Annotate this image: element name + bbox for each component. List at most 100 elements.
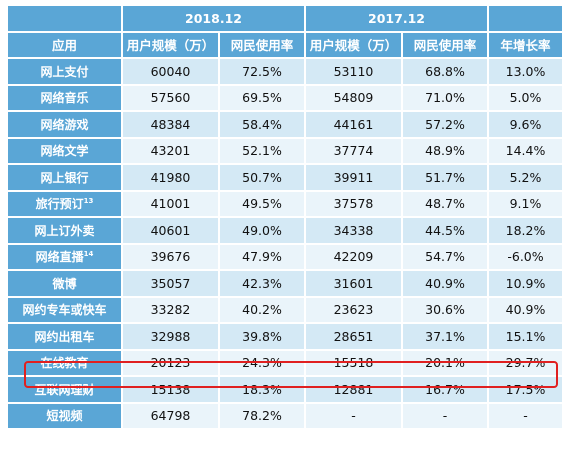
table-row: 互联网理财 15138 18.3% 12881 16.7% 17.5%	[8, 377, 562, 402]
users-2018-cell: 20123	[123, 350, 218, 375]
rate-2017-cell: 71.0%	[403, 85, 487, 110]
growth-cell: -6.0%	[489, 244, 562, 269]
app-name: 网络游戏	[40, 117, 89, 132]
users-2017-cell: 37578	[306, 191, 401, 216]
rate-2018-cell: 58.4%	[220, 112, 304, 137]
rate-2018-cell: 50.7%	[220, 165, 304, 190]
users-2018-cell: 15138	[123, 377, 218, 402]
growth-cell: 18.2%	[489, 218, 562, 243]
users-2017-cell: 42209	[306, 244, 401, 269]
table-row: 微博 35057 42.3% 31601 40.9% 10.9%	[8, 271, 562, 296]
rate-2017-cell: 57.2%	[403, 112, 487, 137]
rate-2018-cell: 49.5%	[220, 191, 304, 216]
growth-cell: 5.0%	[489, 85, 562, 110]
table-row: 网上支付 60040 72.5% 53110 68.8% 13.0%	[8, 59, 562, 84]
users-2018-cell: 57560	[123, 85, 218, 110]
app-name-cell: 旅行预订13	[8, 191, 121, 216]
rate-2018-cell: 24.3%	[220, 350, 304, 375]
users-2018-cell: 33282	[123, 297, 218, 322]
footnote-marker: 14	[83, 250, 94, 259]
header-period-2018: 2018.12	[123, 6, 304, 31]
app-name: 网约专车或快车	[22, 303, 107, 318]
users-2018-cell: 64798	[123, 403, 218, 428]
rate-2017-cell: 48.9%	[403, 138, 487, 163]
growth-cell: 9.6%	[489, 112, 562, 137]
header-row-periods: 2018.12 2017.12	[8, 6, 562, 31]
rate-2017-cell: 51.7%	[403, 165, 487, 190]
app-name-cell: 网约出租车	[8, 324, 121, 349]
rate-2017-cell: -	[403, 403, 487, 428]
header-rate-2017: 网民使用率	[403, 32, 487, 57]
rate-2018-cell: 69.5%	[220, 85, 304, 110]
rate-2017-cell: 37.1%	[403, 324, 487, 349]
table-row: 网上银行 41980 50.7% 39911 51.7% 5.2%	[8, 165, 562, 190]
app-name-cell: 在线教育	[8, 350, 121, 375]
users-2018-cell: 48384	[123, 112, 218, 137]
app-name-cell: 网上银行	[8, 165, 121, 190]
header-users-2017: 用户规模（万）	[306, 32, 401, 57]
growth-cell: 9.1%	[489, 191, 562, 216]
rate-2017-cell: 68.8%	[403, 59, 487, 84]
rate-2018-cell: 49.0%	[220, 218, 304, 243]
app-name: 网络音乐	[40, 91, 89, 106]
table-row: 网约专车或快车 33282 40.2% 23623 30.6% 40.9%	[8, 297, 562, 322]
footnote-marker: 13	[83, 197, 94, 206]
app-name-cell: 网上订外卖	[8, 218, 121, 243]
users-2017-cell: 31601	[306, 271, 401, 296]
app-name: 网上银行	[40, 170, 89, 185]
users-2017-cell: -	[306, 403, 401, 428]
growth-cell: 17.5%	[489, 377, 562, 402]
header-row-columns: 应用 用户规模（万） 网民使用率 用户规模（万） 网民使用率 年增长率	[8, 32, 562, 57]
growth-cell: -	[489, 403, 562, 428]
rate-2018-cell: 78.2%	[220, 403, 304, 428]
header-growth: 年增长率	[489, 32, 562, 57]
header-rate-2018: 网民使用率	[220, 32, 304, 57]
rate-2017-cell: 54.7%	[403, 244, 487, 269]
app-name: 在线教育	[40, 356, 89, 371]
app-name: 短视频	[46, 409, 83, 424]
table-row: 网络音乐 57560 69.5% 54809 71.0% 5.0%	[8, 85, 562, 110]
users-2018-cell: 43201	[123, 138, 218, 163]
app-name: 网络直播	[35, 250, 84, 265]
header-period-2017: 2017.12	[306, 6, 487, 31]
app-name: 网上支付	[40, 64, 89, 79]
app-name: 旅行预订	[35, 197, 84, 212]
header-users-2018: 用户规模（万）	[123, 32, 218, 57]
rate-2018-cell: 42.3%	[220, 271, 304, 296]
users-2017-cell: 15518	[306, 350, 401, 375]
header-blank-corner	[8, 6, 121, 31]
rate-2018-cell: 47.9%	[220, 244, 304, 269]
app-name-cell: 网上支付	[8, 59, 121, 84]
users-2017-cell: 28651	[306, 324, 401, 349]
header-app: 应用	[8, 32, 121, 57]
table-body: 网上支付 60040 72.5% 53110 68.8% 13.0% 网络音乐 57560 69…	[8, 59, 562, 428]
rate-2017-cell: 16.7%	[403, 377, 487, 402]
app-name: 网上订外卖	[34, 223, 95, 238]
users-2017-cell: 37774	[306, 138, 401, 163]
users-2018-cell: 35057	[123, 271, 218, 296]
table-row: 网络游戏 48384 58.4% 44161 57.2% 9.6%	[8, 112, 562, 137]
table-row: 网约出租车 32988 39.8% 28651 37.1% 15.1%	[8, 324, 562, 349]
app-name-cell: 网络直播14	[8, 244, 121, 269]
table-row: 网络文学 43201 52.1% 37774 48.9% 14.4%	[8, 138, 562, 163]
growth-cell: 40.9%	[489, 297, 562, 322]
users-2018-cell: 41980	[123, 165, 218, 190]
rate-2017-cell: 48.7%	[403, 191, 487, 216]
app-name: 互联网理财	[34, 382, 95, 397]
app-name: 微博	[52, 276, 77, 291]
rate-2018-cell: 52.1%	[220, 138, 304, 163]
rate-2018-cell: 72.5%	[220, 59, 304, 84]
app-name-cell: 网络文学	[8, 138, 121, 163]
growth-cell: 14.4%	[489, 138, 562, 163]
app-name-cell: 短视频	[8, 403, 121, 428]
table-row: 网络直播14 39676 47.9% 42209 54.7% -6.0%	[8, 244, 562, 269]
users-2017-cell: 39911	[306, 165, 401, 190]
growth-cell: 29.7%	[489, 350, 562, 375]
growth-cell: 10.9%	[489, 271, 562, 296]
growth-cell: 15.1%	[489, 324, 562, 349]
rate-2018-cell: 39.8%	[220, 324, 304, 349]
app-name-cell: 网络游戏	[8, 112, 121, 137]
growth-cell: 5.2%	[489, 165, 562, 190]
rate-2017-cell: 44.5%	[403, 218, 487, 243]
users-2017-cell: 54809	[306, 85, 401, 110]
